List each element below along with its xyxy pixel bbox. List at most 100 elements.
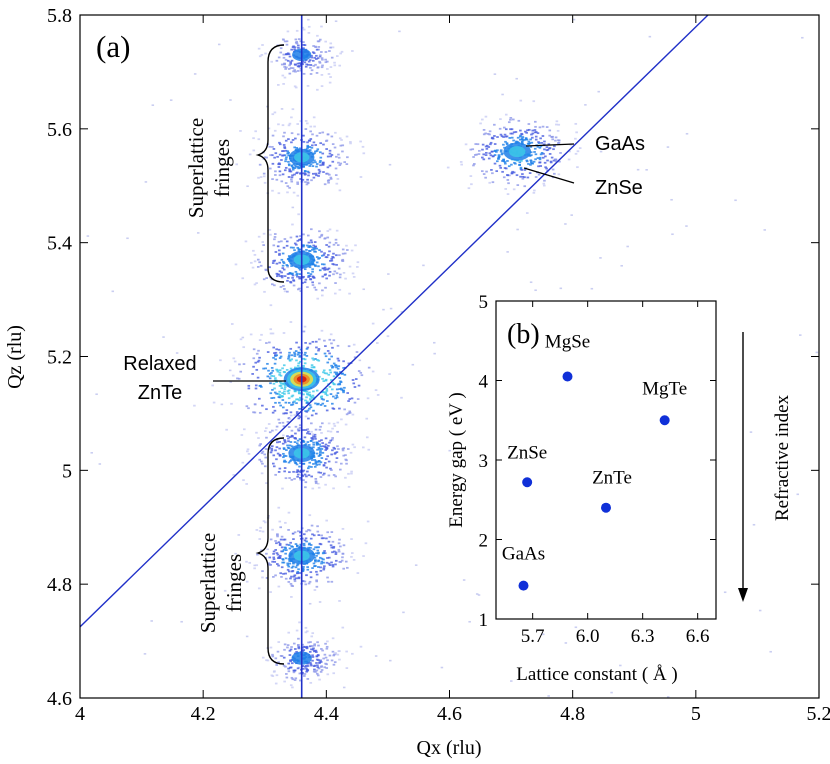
y-tick-label: 5.8 xyxy=(47,5,72,27)
peak-pixel xyxy=(276,155,279,158)
peak-pixel xyxy=(289,62,293,65)
peak-pixel xyxy=(321,552,325,555)
peak-pixel xyxy=(310,364,314,367)
peak-pixel xyxy=(333,64,337,67)
peak-pixel xyxy=(286,564,290,566)
peak-pixel xyxy=(332,339,336,342)
peak-pixel xyxy=(262,278,266,281)
peak-pixel xyxy=(301,276,305,279)
peak-pixel xyxy=(254,130,257,133)
peak-pixel xyxy=(252,411,255,414)
peak-pixel xyxy=(277,123,280,126)
peak-pixel xyxy=(287,357,290,360)
peak-pixel xyxy=(295,40,299,43)
peak-pixel xyxy=(326,361,330,364)
peak-pixel xyxy=(319,451,322,454)
peak-pixel xyxy=(328,654,332,657)
peak-pixel xyxy=(308,542,311,545)
peak-pixel xyxy=(292,562,295,565)
peak-pixel xyxy=(281,421,285,424)
peak-pixel xyxy=(279,286,283,288)
peak-pixel xyxy=(320,85,324,88)
peak-pixel xyxy=(515,174,519,177)
peak-pixel xyxy=(325,389,329,392)
peak-pixel xyxy=(286,59,290,62)
peak-pixel xyxy=(282,144,286,146)
peak-pixel xyxy=(359,140,362,143)
background-speck xyxy=(193,73,197,75)
peak-pixel xyxy=(302,140,306,143)
peak-pixel xyxy=(315,256,319,258)
peak-pixel xyxy=(307,467,310,470)
peak-pixel xyxy=(574,152,578,155)
peak-pixel xyxy=(270,397,274,399)
peak-pixel xyxy=(294,648,297,650)
peak-pixel xyxy=(283,288,286,290)
peak-pixel xyxy=(275,446,279,449)
peak-pixel xyxy=(507,182,510,185)
peak-pixel xyxy=(271,560,274,563)
peak-pixel xyxy=(283,390,286,393)
peak-pixel xyxy=(299,238,303,241)
inset-y-tick-label: 1 xyxy=(479,610,489,631)
peak-pixel xyxy=(256,553,259,556)
peak-pixel xyxy=(306,244,309,247)
peak-pixel xyxy=(286,444,289,447)
background-speck xyxy=(217,43,221,46)
peak-pixel xyxy=(282,370,286,373)
peak-pixel xyxy=(267,369,270,372)
peak-pixel xyxy=(529,159,533,162)
peak-pixel xyxy=(311,165,315,168)
peak-pixel xyxy=(290,265,293,267)
background-speck xyxy=(206,628,210,630)
peak-pixel xyxy=(282,262,286,264)
peak-pixel xyxy=(270,371,273,374)
peak-pixel xyxy=(311,246,315,249)
peak-pixel xyxy=(512,118,515,121)
peak-pixel xyxy=(266,375,270,378)
peak-pixel xyxy=(320,73,324,76)
peak-pixel xyxy=(298,426,302,429)
brace-top xyxy=(255,44,285,283)
peak-pixel xyxy=(346,156,349,159)
peak-pixel xyxy=(265,436,268,439)
peak-pixel xyxy=(282,154,285,157)
peak-pixel xyxy=(293,167,297,169)
peak-pixel xyxy=(311,567,314,569)
background-speck xyxy=(167,385,171,388)
peak-pixel xyxy=(296,239,300,242)
peak-pixel xyxy=(303,170,307,173)
peak-pixel xyxy=(301,475,305,477)
peak-pixel xyxy=(259,176,263,178)
peak-pixel xyxy=(574,137,577,140)
peak-pixel xyxy=(529,151,533,154)
peak-pixel xyxy=(240,434,244,436)
peak-pixel xyxy=(533,151,536,153)
peak-pixel xyxy=(325,537,328,540)
peak-pixel xyxy=(333,653,336,656)
peak-pixel xyxy=(312,446,315,449)
background-speck xyxy=(636,168,640,171)
inset-x-tick-label: 5.7 xyxy=(521,626,545,647)
peak-pixel xyxy=(534,125,537,128)
peak-pixel xyxy=(308,250,311,252)
peak-pixel xyxy=(263,156,267,159)
peak-pixel xyxy=(472,164,475,167)
background-speck xyxy=(534,289,537,292)
peak-pixel xyxy=(324,443,328,446)
peak-pixel xyxy=(493,143,497,145)
peak-pixel xyxy=(286,279,289,282)
peak-pixel xyxy=(321,377,324,380)
peak-pixel xyxy=(242,479,245,482)
peak-pixel xyxy=(292,470,295,473)
peak-pixel xyxy=(318,249,321,251)
peak-pixel xyxy=(298,621,301,624)
relaxed-label-line1: Relaxed xyxy=(123,353,196,375)
peak-pixel xyxy=(279,275,282,278)
peak-pixel xyxy=(303,325,307,328)
peak-pixel xyxy=(319,404,323,406)
peak-pixel xyxy=(277,392,280,395)
peak-pixel xyxy=(314,161,317,164)
peak-pixel xyxy=(521,139,525,142)
peak-pixel xyxy=(309,576,313,579)
